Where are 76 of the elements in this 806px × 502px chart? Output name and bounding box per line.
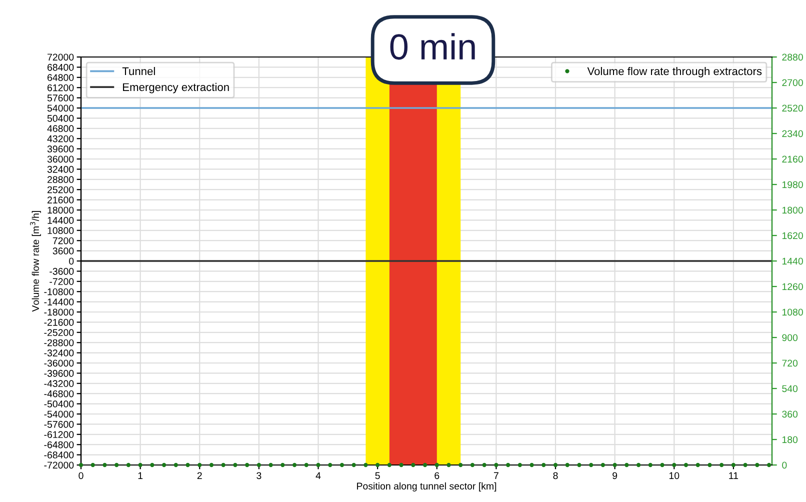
y-tick-label: 68400 (48, 64, 74, 71)
y-tick-label: -64800 (44, 441, 74, 448)
y2-tick-label: 1800 (782, 206, 803, 214)
y2-tick-label: 720 (782, 360, 798, 367)
y-tick-label: -36000 (44, 360, 74, 367)
y2-tick-label: 2160 (782, 156, 803, 163)
y-tick-label: -57600 (44, 420, 74, 428)
x-tick-label: 11 (729, 472, 738, 479)
x-tick-label: 4 (316, 472, 321, 479)
y2-tick-label: 540 (782, 385, 798, 392)
y2-tick-label: 0 (782, 462, 787, 469)
y-tick-label: -61200 (44, 431, 74, 438)
x-tick-label: 10 (669, 472, 680, 480)
y-tick-label: 21600 (48, 196, 74, 204)
y-tick-label: 39600 (47, 146, 74, 152)
y-tick-label: 43200 (47, 135, 74, 142)
x-tick-label: 6 (434, 472, 440, 480)
x-axis-title: Position along tunnel sector [km] (357, 482, 496, 492)
y-tick-label: 61200 (48, 84, 74, 92)
y-tick-label: -39600 (44, 370, 74, 377)
x-tick-label: 0 (78, 472, 84, 480)
y-tick-label: 36000 (47, 156, 74, 163)
x-tick-label: 5 (375, 472, 380, 480)
y2-tick-label: 360 (782, 410, 798, 418)
y-tick-label: 7200 (52, 237, 74, 244)
y-tick-label: 25200 (48, 186, 74, 194)
y-tick-label: 50400 (47, 114, 74, 122)
y-axis-title: Volume flow rate [m$^{3}$/h] (30, 211, 41, 312)
legend-label: Tunnel (122, 67, 155, 76)
y-tick-label: -21600 (44, 318, 74, 326)
y-tick-label: 0 (69, 258, 74, 265)
y-tick-label: -72000 (44, 462, 74, 469)
y-tick-label: -50400 (44, 400, 74, 408)
y-tick-label: -43200 (44, 380, 74, 388)
y-tick-label: -28800 (44, 339, 74, 346)
y-tick-label: -14400 (44, 298, 74, 306)
x-tick-label: 9 (612, 472, 618, 480)
y-tick-label: -18000 (44, 308, 74, 316)
y2-tick-label: 2700 (782, 79, 803, 86)
y-tick-label: 28800 (48, 176, 74, 184)
y-tick-label: 64800 (48, 74, 74, 82)
y2-tick-label: 2340 (782, 130, 803, 138)
y-tick-label: 32400 (47, 166, 74, 173)
y-tick-label: 46800 (47, 125, 74, 132)
y2-tick-label: 1620 (782, 232, 803, 240)
x-tick-label: 3 (256, 472, 262, 480)
y2-tick-label: 1080 (782, 308, 803, 316)
y2-tick-label: 2520 (782, 104, 803, 112)
y-tick-label: 72000 (48, 54, 74, 61)
y-tick-label: -54000 (44, 410, 74, 418)
y-tick-label: -32400 (44, 350, 74, 356)
y2-tick-label: 1980 (782, 181, 803, 188)
y-tick-label: -7200 (50, 278, 74, 286)
y2-tick-label: 2880 (782, 54, 803, 61)
y-tick-label: 10800 (48, 227, 74, 234)
y-tick-label: -10800 (44, 288, 74, 296)
legend-label: Emergency extraction (123, 82, 229, 94)
y-tick-label: 3600 (52, 248, 74, 254)
y2-tick-label: 900 (782, 334, 798, 342)
y2-tick-label: 1440 (782, 258, 803, 265)
y-tick-label: -46800 (44, 390, 74, 398)
legend-label: Volume flow rate through extractors (587, 67, 762, 78)
y-tick-label: 57600 (47, 94, 74, 102)
x-tick-label: 8 (553, 472, 558, 480)
y-tick-label: -3600 (50, 268, 74, 275)
y2-tick-label: 180 (782, 436, 798, 444)
y2-tick-label: 1260 (782, 283, 803, 290)
x-tick-label: 7 (494, 472, 498, 479)
x-tick-label: 2 (197, 472, 202, 479)
y-tick-label: 18000 (48, 206, 74, 214)
y-tick-label: 54000 (47, 104, 74, 112)
y-tick-label: -68400 (44, 452, 74, 458)
y-tick-label: 14400 (48, 216, 74, 224)
x-tick-label: 1 (138, 472, 143, 479)
y-tick-label: -25200 (44, 329, 74, 336)
annotation: 0 min (390, 33, 475, 60)
